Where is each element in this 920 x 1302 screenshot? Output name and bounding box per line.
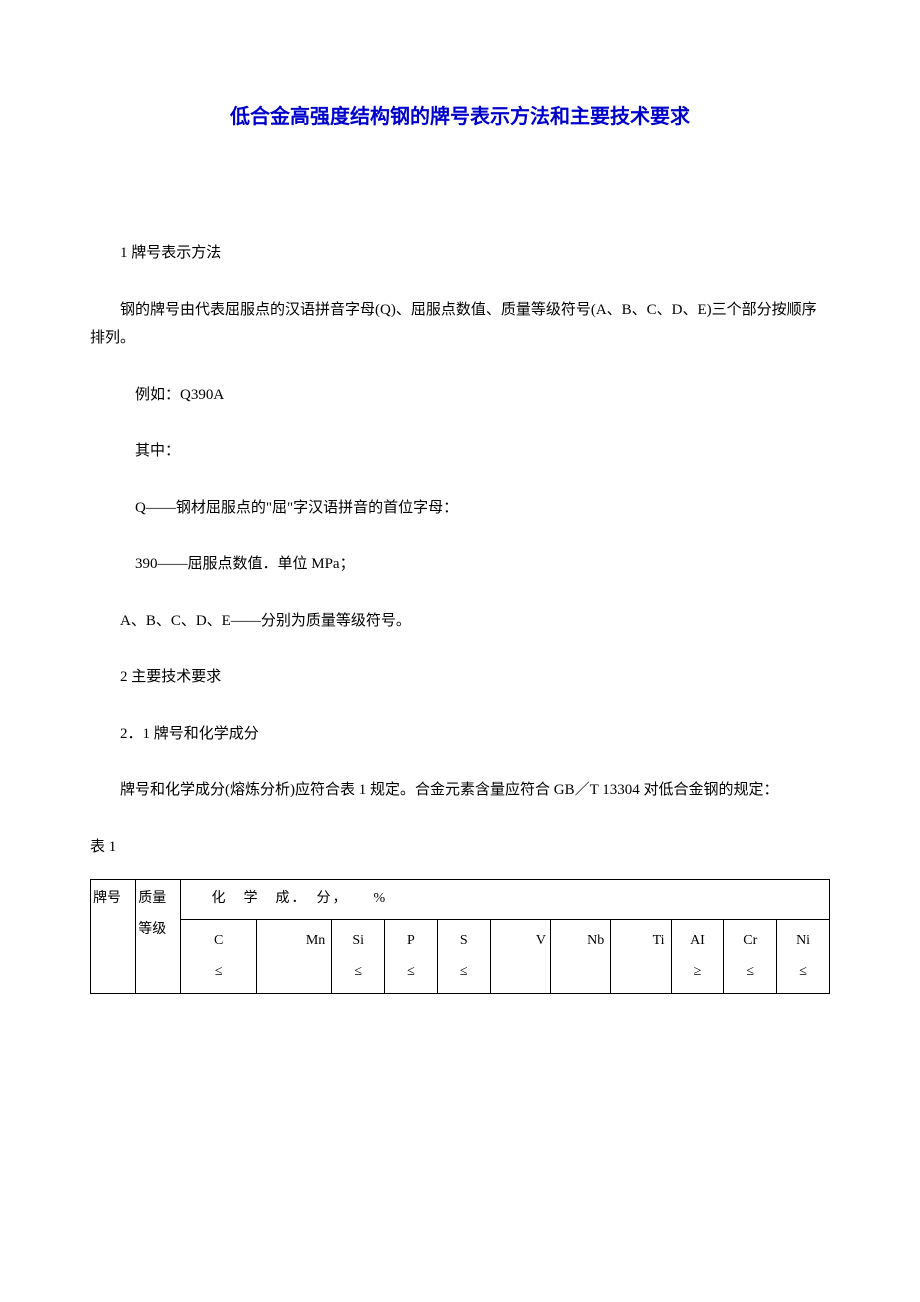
table-col-head: AI ≥ <box>671 919 724 994</box>
table-header-cell: 质量等级 <box>136 880 181 994</box>
table-col-head: P ≤ <box>385 919 438 994</box>
table-header-merge: 化 学 成． 分， % <box>181 880 830 920</box>
paragraph: A、B、C、D、E——分别为质量等级符号。 <box>90 607 830 636</box>
col-rel: ≤ <box>726 957 774 988</box>
col-symbol: Si <box>334 926 382 957</box>
paragraph: 例如：Q390A <box>90 381 830 410</box>
section-heading-21: 2．1 牌号和化学成分 <box>90 720 830 749</box>
paragraph: 其中： <box>90 437 830 466</box>
col-rel: ≤ <box>183 957 253 988</box>
table-col-head: Nb <box>550 919 610 994</box>
table-col-head: Ti <box>611 919 671 994</box>
col-symbol: V <box>536 933 546 948</box>
col-rel: ≤ <box>387 957 435 988</box>
paragraph: 390——屈服点数值．单位 MPa； <box>90 550 830 579</box>
paragraph: Q——钢材屈服点的"屈"字汉语拼音的首位字母： <box>90 494 830 523</box>
table-col-head: Ni ≤ <box>777 919 830 994</box>
table-row: C ≤ Mn Si ≤ P ≤ S ≤ V <box>91 919 830 994</box>
col-rel: ≥ <box>674 957 722 988</box>
col-symbol: Nb <box>551 926 608 957</box>
table-row: 牌号 质量等级 化 学 成． 分， % <box>91 880 830 920</box>
document-title: 低合金高强度结构钢的牌号表示方法和主要技术要求 <box>90 100 830 129</box>
table-col-head: C ≤ <box>181 919 256 994</box>
table-col-head: Si ≤ <box>332 919 385 994</box>
col-symbol: Ti <box>611 926 668 957</box>
table-col-head: Cr ≤ <box>724 919 777 994</box>
table-col-head: Mn <box>256 919 331 994</box>
col-symbol: AI <box>674 926 722 957</box>
table-header-cell: 牌号 <box>91 880 136 994</box>
col-symbol: Cr <box>726 926 774 957</box>
paragraph: 牌号和化学成分(熔炼分析)应符合表 1 规定。合金元素含量应符合 GB／T 13… <box>90 776 830 805</box>
table-col-head: V <box>490 919 550 994</box>
composition-table: 牌号 质量等级 化 学 成． 分， % C ≤ Mn Si ≤ P ≤ S <box>90 879 830 994</box>
col-rel: ≤ <box>779 957 827 988</box>
document-page: 低合金高强度结构钢的牌号表示方法和主要技术要求 1 牌号表示方法 钢的牌号由代表… <box>0 0 920 1054</box>
col-rel: ≤ <box>440 957 488 988</box>
section-heading-1: 1 牌号表示方法 <box>90 239 830 268</box>
col-symbol: Mn <box>306 933 325 948</box>
section-heading-2: 2 主要技术要求 <box>90 663 830 692</box>
table-caption: 表 1 <box>90 833 830 862</box>
table-col-head: S ≤ <box>437 919 490 994</box>
paragraph: 钢的牌号由代表屈服点的汉语拼音字母(Q)、屈服点数值、质量等级符号(A、B、C、… <box>90 296 830 353</box>
col-symbol: S <box>440 926 488 957</box>
col-rel: ≤ <box>334 957 382 988</box>
col-symbol: C <box>183 926 253 957</box>
col-symbol: Ni <box>779 926 827 957</box>
col-symbol: P <box>387 926 435 957</box>
